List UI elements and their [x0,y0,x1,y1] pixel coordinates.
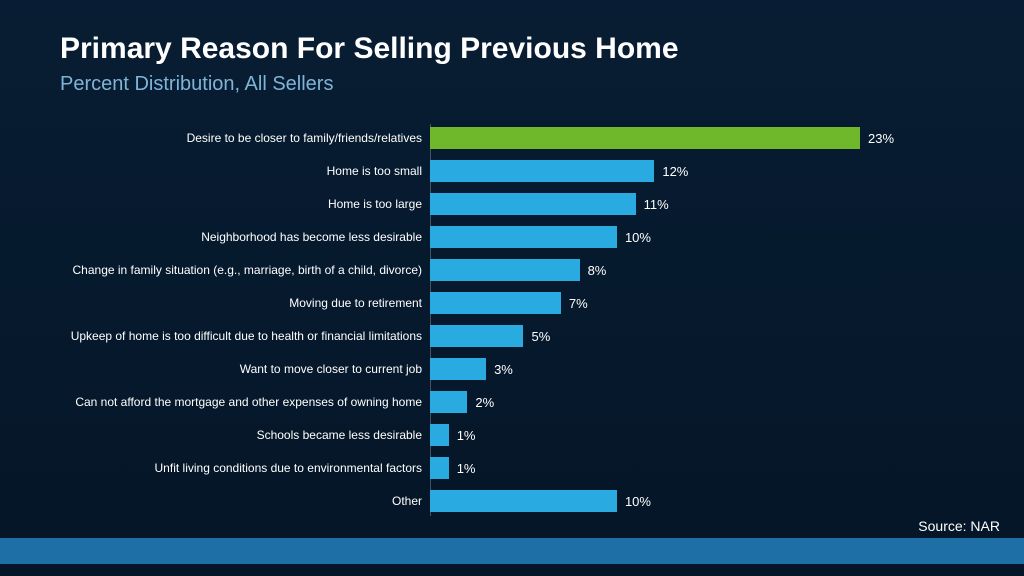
bar [430,490,617,512]
bar-value: 7% [569,296,588,311]
chart-row: Moving due to retirement 7% [60,289,964,318]
bar-label: Unfit living conditions due to environme… [60,461,430,475]
bar [430,193,636,215]
bar [430,160,654,182]
bar-area: 10% [430,487,964,516]
slide-title: Primary Reason For Selling Previous Home [60,32,964,67]
bar-area: 8% [430,256,964,285]
bar-value: 23% [868,131,894,146]
bar-area: 5% [430,322,964,351]
bar [430,358,486,380]
bar-label: Moving due to retirement [60,296,430,310]
bar-value: 12% [662,164,688,179]
chart-row: Home is too large 11% [60,190,964,219]
bar [430,391,467,413]
bar-value: 11% [644,197,669,212]
bar-value: 5% [531,329,550,344]
chart-row: Want to move closer to current job 3% [60,355,964,384]
bar-area: 2% [430,388,964,417]
bar-area: 7% [430,289,964,318]
bar [430,226,617,248]
bar-value: 2% [475,395,494,410]
bar [430,325,523,347]
bar-value: 1% [457,461,476,476]
bar-area: 10% [430,223,964,252]
bar [430,457,449,479]
slide-subtitle: Percent Distribution, All Sellers [60,73,964,96]
bar-label: Neighborhood has become less desirable [60,230,430,244]
bar-label: Desire to be closer to family/friends/re… [60,131,430,145]
bar-area: 12% [430,157,964,186]
bar-area: 1% [430,454,964,483]
chart-row: Home is too small 12% [60,157,964,186]
chart-row: Other 10% [60,487,964,516]
bar-area: 1% [430,421,964,450]
bar-area: 23% [430,124,964,153]
bar-label: Change in family situation (e.g., marria… [60,263,430,277]
bar-area: 3% [430,355,964,384]
bar-label: Home is too small [60,164,430,178]
bar [430,259,580,281]
bar-label: Want to move closer to current job [60,362,430,376]
bar-label: Home is too large [60,197,430,211]
bar [430,127,860,149]
bar-value: 3% [494,362,513,377]
footer-band [0,538,1024,564]
slide: Primary Reason For Selling Previous Home… [0,0,1024,576]
chart-row: Schools became less desirable 1% [60,421,964,450]
bar-value: 8% [588,263,607,278]
chart-row: Unfit living conditions due to environme… [60,454,964,483]
bar [430,424,449,446]
chart-row: Upkeep of home is too difficult due to h… [60,322,964,351]
chart-row: Desire to be closer to family/friends/re… [60,124,964,153]
bar-label: Upkeep of home is too difficult due to h… [60,329,430,343]
bar [430,292,561,314]
bar-label: Can not afford the mortgage and other ex… [60,395,430,409]
chart-row: Change in family situation (e.g., marria… [60,256,964,285]
bar-area: 11% [430,190,964,219]
chart-row: Neighborhood has become less desirable 10… [60,223,964,252]
bar-label: Schools became less desirable [60,428,430,442]
chart-row: Can not afford the mortgage and other ex… [60,388,964,417]
source-label: Source: NAR [918,518,1000,534]
bar-value: 1% [457,428,476,443]
bar-chart: Desire to be closer to family/friends/re… [60,124,964,516]
bar-label: Other [60,494,430,508]
bar-value: 10% [625,494,651,509]
bar-value: 10% [625,230,651,245]
